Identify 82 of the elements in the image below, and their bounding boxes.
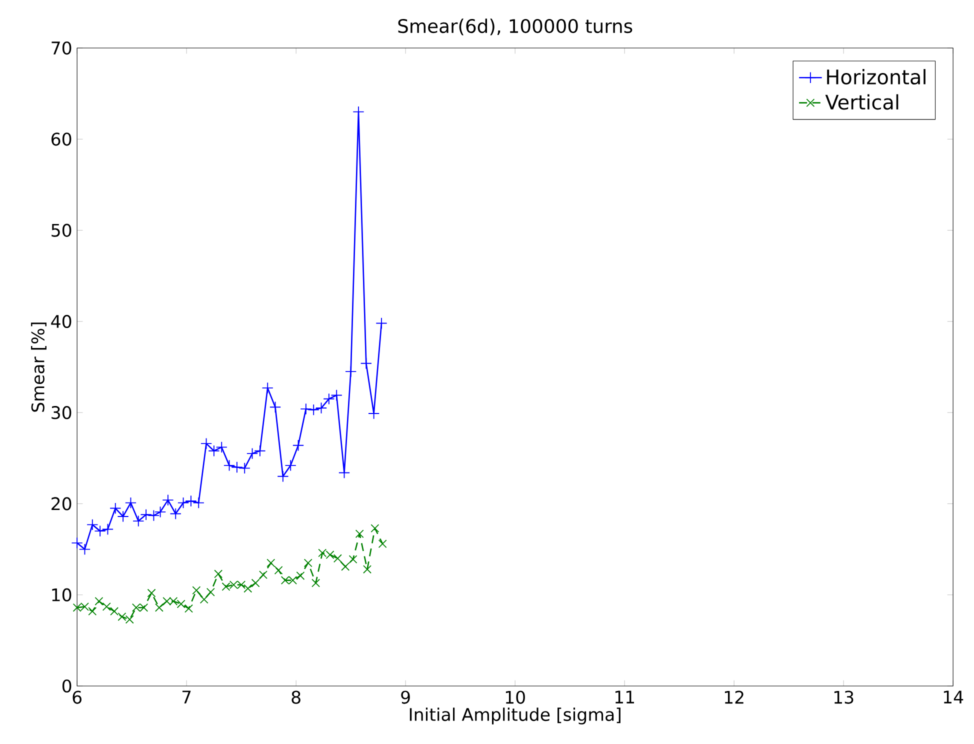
point (345, 366, 357, 378)
y-tick-label: 10 (52, 588, 72, 602)
point (238, 462, 250, 474)
point (200, 438, 212, 450)
point (170, 508, 182, 520)
y-tick-label: 20 (52, 497, 72, 510)
point (378, 540, 387, 548)
x-tick-label: 11 (615, 690, 634, 704)
point (376, 317, 388, 330)
point (315, 402, 328, 414)
point (246, 448, 258, 460)
point (214, 570, 223, 578)
point (88, 607, 97, 616)
point (355, 530, 364, 538)
point (330, 389, 342, 402)
y-axis-title: Smear [%] (31, 322, 46, 412)
point (110, 502, 122, 514)
point (206, 588, 215, 596)
point (348, 555, 358, 564)
point (292, 440, 304, 452)
point (254, 445, 266, 457)
point (231, 461, 243, 474)
x-tick-label: 10 (506, 690, 525, 704)
point (102, 523, 114, 536)
point (308, 404, 320, 416)
point (300, 403, 312, 415)
x-tick-label: 6 (72, 690, 82, 704)
y-tick-label: 50 (52, 224, 72, 237)
point (312, 578, 320, 588)
point (258, 570, 268, 580)
x-tick-label: 13 (834, 690, 854, 704)
point (154, 506, 166, 518)
y-tick-label: 0 (62, 679, 72, 693)
point (274, 566, 283, 574)
point (154, 603, 164, 612)
y-tick-label: 70 (52, 41, 72, 55)
point (192, 586, 201, 595)
point (296, 571, 305, 580)
y-tick-label: 60 (52, 132, 72, 146)
point (147, 588, 156, 598)
point (185, 495, 197, 507)
point (148, 510, 160, 522)
point (102, 602, 111, 611)
point (266, 558, 276, 568)
x-axis-title: Initial Amplitude [sigma] (410, 708, 620, 724)
point (244, 584, 252, 593)
point (132, 515, 144, 527)
point (323, 393, 335, 405)
legend-label: Vertical (825, 94, 898, 110)
point (192, 497, 204, 509)
chart-title: Smear(6d), 100000 turns (398, 18, 632, 36)
point (333, 554, 342, 563)
point (177, 497, 190, 509)
x-tick-label: 9 (401, 690, 410, 704)
x-tick-label: 12 (724, 690, 744, 704)
point (162, 494, 174, 506)
point (284, 460, 296, 472)
point (140, 508, 152, 520)
point (200, 595, 208, 604)
point (269, 401, 282, 413)
y-tick-label: 40 (51, 314, 72, 328)
point (94, 596, 104, 606)
point (208, 445, 220, 457)
y-tick-label: 30 (52, 406, 72, 420)
point (184, 604, 193, 613)
x-tick-label: 14 (944, 690, 964, 704)
point (304, 558, 312, 568)
legend-label: Horizontal (827, 69, 926, 85)
point (341, 562, 350, 571)
point (124, 497, 137, 509)
point (216, 441, 228, 454)
point (251, 578, 260, 588)
point (370, 524, 380, 533)
point (363, 565, 372, 574)
point (223, 460, 236, 472)
point (262, 382, 274, 394)
x-tick-label: 7 (182, 690, 191, 704)
point (117, 510, 129, 522)
x-tick-label: 8 (292, 690, 300, 704)
point (277, 470, 289, 482)
point (110, 607, 119, 616)
point (360, 358, 372, 370)
